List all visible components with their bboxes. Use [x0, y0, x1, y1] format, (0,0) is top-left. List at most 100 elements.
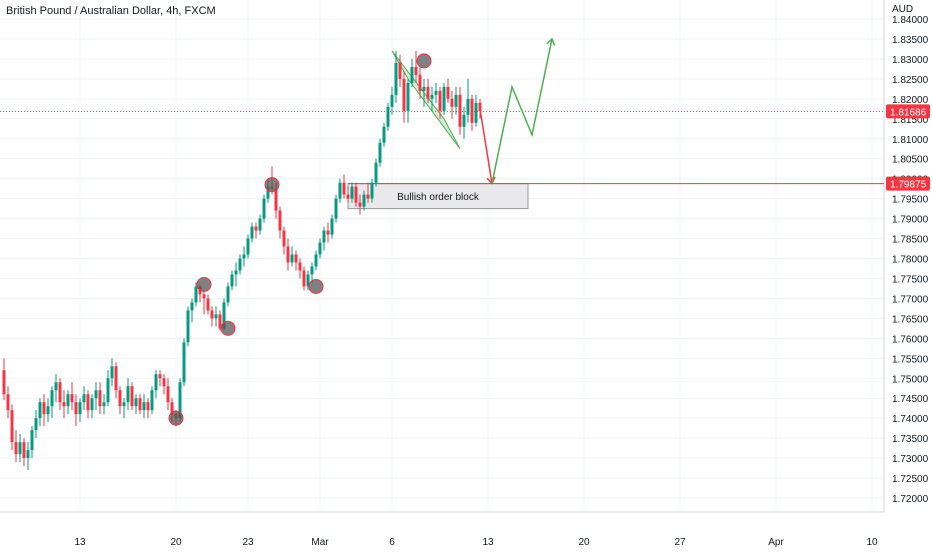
- candle-body: [98, 390, 102, 407]
- candle-body: [30, 430, 34, 451]
- y-tick-label: 1.74500: [892, 394, 929, 405]
- y-tick-label: 1.72000: [892, 494, 929, 505]
- candle-body: [102, 402, 106, 407]
- grid: [0, 0, 884, 512]
- swing-point-marker: [220, 320, 236, 336]
- candle-body: [158, 374, 162, 379]
- x-tick-label: Apr: [768, 537, 784, 548]
- candle-body: [402, 78, 406, 111]
- candle-body: [186, 310, 190, 343]
- candle-body: [430, 94, 434, 99]
- candle-body: [458, 94, 462, 127]
- candle-body: [470, 98, 474, 123]
- candle-body: [322, 230, 326, 243]
- x-tick-label: 20: [170, 537, 182, 548]
- candle-body: [374, 162, 378, 183]
- candle-body: [142, 402, 146, 411]
- y-tick-label: 1.79000: [892, 215, 929, 226]
- bullish-projection-path: [491, 37, 556, 184]
- candle-body: [218, 314, 222, 329]
- y-tick-label: 1.82500: [892, 75, 929, 86]
- candle-body: [134, 398, 138, 407]
- candle-body: [450, 98, 454, 107]
- candle-body: [178, 382, 182, 419]
- candle-body: [382, 126, 386, 143]
- candle-body: [314, 254, 318, 267]
- candle-body: [122, 402, 126, 407]
- candle-body: [302, 270, 306, 287]
- candle-body: [58, 382, 62, 403]
- candle-body: [130, 386, 134, 407]
- candle-body: [94, 390, 98, 399]
- candle-body: [362, 194, 366, 207]
- current-price-tag-text: 1.81686: [890, 107, 927, 118]
- candle-body: [354, 186, 358, 203]
- swing-point-marker: [196, 276, 212, 292]
- candle-body: [194, 286, 198, 303]
- y-tick-label: 1.77000: [892, 294, 929, 305]
- swing-markers: [168, 53, 432, 426]
- candle-body: [150, 390, 154, 411]
- y-tick-label: 1.81500: [892, 115, 929, 126]
- candle-body: [2, 370, 6, 395]
- candle-body: [338, 182, 342, 199]
- candle-body: [46, 406, 50, 415]
- candle-body: [230, 274, 234, 287]
- y-tick-label: 1.73000: [892, 454, 929, 465]
- candle-body: [202, 294, 206, 299]
- candle-body: [14, 442, 18, 455]
- candle-body: [22, 442, 26, 459]
- y-tick-label: 1.75000: [892, 374, 929, 385]
- y-tick-label: 1.81000: [892, 135, 929, 146]
- candle-body: [226, 286, 230, 303]
- candle-body: [282, 230, 286, 247]
- current-price-tag-bg: [886, 104, 930, 119]
- candle-body: [118, 390, 122, 407]
- candle-body: [446, 86, 450, 99]
- candle-body: [6, 394, 10, 411]
- y-tick-label: 1.82000: [892, 95, 929, 106]
- candle-body: [242, 254, 246, 259]
- candle-body: [146, 402, 150, 411]
- candle-body: [42, 402, 46, 415]
- candle-body: [418, 74, 422, 91]
- y-tick-label: 1.78500: [892, 235, 929, 246]
- candle-body: [422, 86, 426, 91]
- candle-body: [438, 90, 442, 111]
- candle-body: [334, 198, 338, 219]
- candle-body: [234, 270, 238, 275]
- candle-body: [262, 198, 266, 219]
- candle-body: [162, 378, 166, 387]
- x-tick-label: 10: [866, 537, 878, 548]
- candle-body: [82, 394, 86, 403]
- y-tick-label: 1.77500: [892, 274, 929, 285]
- candle-body: [290, 254, 294, 263]
- candle-body: [110, 366, 114, 379]
- order-block-price-tag-bg: [886, 176, 930, 191]
- x-tick-label: 13: [74, 537, 86, 548]
- candle-body: [378, 142, 382, 163]
- y-tick-label: 1.78000: [892, 255, 929, 266]
- swing-point-marker: [168, 410, 184, 426]
- candle-body: [238, 258, 242, 271]
- candle-body: [478, 102, 482, 112]
- swing-point-marker: [264, 177, 280, 193]
- candle-body: [74, 402, 78, 415]
- order-block-label: Bullish order block: [397, 192, 480, 203]
- candle-body: [434, 90, 438, 95]
- candle-body: [318, 242, 322, 255]
- candle-body: [214, 314, 218, 319]
- candle-body: [38, 402, 42, 419]
- candle-body: [66, 394, 70, 407]
- y-tick-label: 1.74000: [892, 414, 929, 425]
- candle-body: [306, 274, 310, 287]
- y-tick-label: 1.79500: [892, 195, 929, 206]
- candle-body: [54, 382, 58, 391]
- candle-body: [266, 186, 270, 199]
- candle-body: [34, 418, 38, 431]
- candle-body: [70, 394, 74, 403]
- candle-body: [182, 342, 186, 383]
- y-tick-label: 1.73500: [892, 434, 929, 445]
- candle-body: [222, 302, 226, 329]
